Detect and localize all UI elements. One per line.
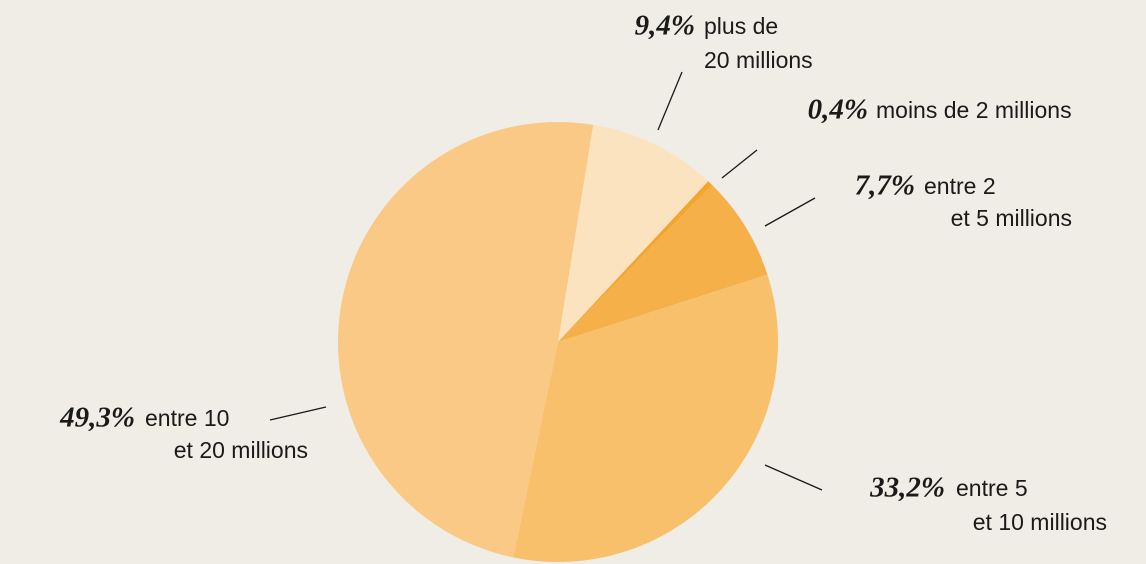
category-line: 20 millions — [704, 47, 813, 73]
percent-label: 7,7% — [855, 170, 915, 202]
leader-line — [721, 149, 758, 179]
category-line: entre 2 — [924, 173, 996, 199]
category-line: plus de — [704, 13, 778, 39]
pie-slice — [558, 181, 713, 342]
category-line: et 10 millions — [973, 509, 1107, 535]
category-line: et 20 millions — [174, 437, 308, 463]
percent-label: 49,3% — [59, 402, 135, 434]
category-label: moins de 2 millions — [876, 97, 1072, 123]
category-line: moins de 2 millions — [876, 97, 1072, 123]
pie-slice — [558, 124, 709, 343]
pie-slice — [558, 185, 768, 342]
category-line: entre 5 — [956, 475, 1028, 501]
category-label: entre 2 et 5 millions — [924, 173, 1072, 231]
percent-label: 0,4% — [808, 94, 868, 126]
pie-slice — [337, 121, 594, 558]
pie-slice — [513, 274, 778, 563]
category-label: entre 10 et 20 millions — [145, 405, 308, 463]
category-line: entre 10 — [145, 405, 229, 431]
category-label: entre 5 et 10 millions — [956, 475, 1107, 535]
leader-line — [764, 197, 816, 227]
leader-line — [269, 406, 327, 421]
category-line: et 5 millions — [951, 205, 1072, 231]
percent-label: 33,2% — [869, 472, 945, 504]
category-label: plus de 20 millions — [704, 13, 813, 73]
leader-line — [764, 464, 823, 491]
leader-line — [657, 71, 683, 131]
percent-label: 9,4% — [635, 10, 695, 42]
